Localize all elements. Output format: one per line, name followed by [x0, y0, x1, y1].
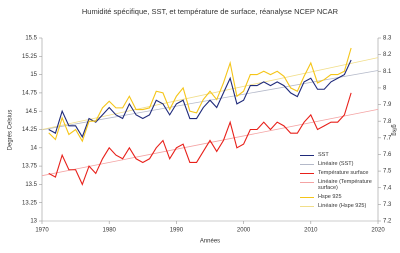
y2-tick-label: 7.3: [383, 202, 392, 208]
x-tick-label: 2020: [371, 228, 385, 234]
legend-entry: Température surface: [300, 170, 378, 176]
x-axis-label: Années: [200, 239, 220, 245]
legend-entry: Hspe 925: [300, 194, 378, 200]
legend-label: SST: [318, 152, 329, 158]
y-tick-label: 14.5: [25, 109, 37, 115]
y2-tick-label: 7.8: [383, 119, 392, 125]
x-tick-label: 2000: [237, 228, 251, 234]
x-tick-label: 1990: [170, 228, 184, 234]
legend-swatch: [300, 164, 314, 165]
legend-label: Linéaire (SST): [318, 161, 354, 167]
legend-swatch: [300, 155, 314, 156]
trend-line: [42, 57, 378, 130]
series-line: [48, 59, 352, 139]
y-tick-label: 13.25: [22, 200, 38, 206]
legend-entry: Linéaire (SST): [300, 161, 378, 167]
y2-tick-label: 7.4: [383, 185, 392, 191]
legend-label: Hspe 925: [318, 194, 342, 200]
chart-title: Humidité spécifique, SST, et température…: [82, 7, 339, 16]
legend: SST Linéaire (SST) Température surface Liné…: [300, 152, 378, 212]
y2-tick-label: 8.1: [383, 69, 392, 75]
y-tick-label: 14.25: [22, 127, 38, 133]
y-tick-label: 13: [30, 219, 37, 225]
legend-label: Linéaire (Température surface): [318, 179, 372, 191]
legend-swatch: [300, 182, 314, 183]
y2-tick-label: 7.7: [383, 135, 392, 141]
y2-tick-label: 8.3: [383, 36, 392, 42]
y-axis-label: Degrés Celsius: [8, 110, 14, 151]
trend-line: [42, 108, 378, 177]
series-line: [48, 47, 352, 143]
y-tick-label: 15.5: [25, 36, 37, 42]
y2-tick-label: 7.6: [383, 152, 392, 158]
y2-axis-label: g/kg: [390, 124, 396, 135]
legend-label: Linéaire (Hspe 925): [318, 203, 367, 209]
y-tick-label: 14: [30, 145, 37, 151]
y-tick-label: 15.25: [22, 54, 38, 60]
y2-tick-label: 7.2: [383, 219, 392, 225]
series-line: [48, 92, 352, 186]
y-tick-label: 15: [30, 72, 37, 78]
y-tick-label: 13.5: [25, 182, 37, 188]
legend-entry: SST: [300, 152, 378, 158]
legend-label: Température surface: [318, 170, 369, 176]
y-tick-label: 13.75: [22, 164, 38, 170]
legend-entry: Linéaire (Température surface): [300, 179, 378, 191]
legend-swatch: [300, 206, 314, 207]
y2-tick-label: 8.2: [383, 52, 392, 58]
y2-tick-label: 8: [383, 85, 387, 91]
x-tick-label: 1980: [103, 228, 117, 234]
x-tick-label: 1970: [35, 228, 49, 234]
y2-tick-label: 7.9: [383, 102, 392, 108]
x-tick-label: 2010: [304, 228, 318, 234]
legend-swatch: [300, 173, 314, 174]
y2-tick-label: 7.5: [383, 169, 392, 175]
legend-entry: Linéaire (Hspe 925): [300, 203, 378, 209]
y-tick-label: 14.75: [22, 90, 38, 96]
legend-swatch: [300, 197, 314, 198]
